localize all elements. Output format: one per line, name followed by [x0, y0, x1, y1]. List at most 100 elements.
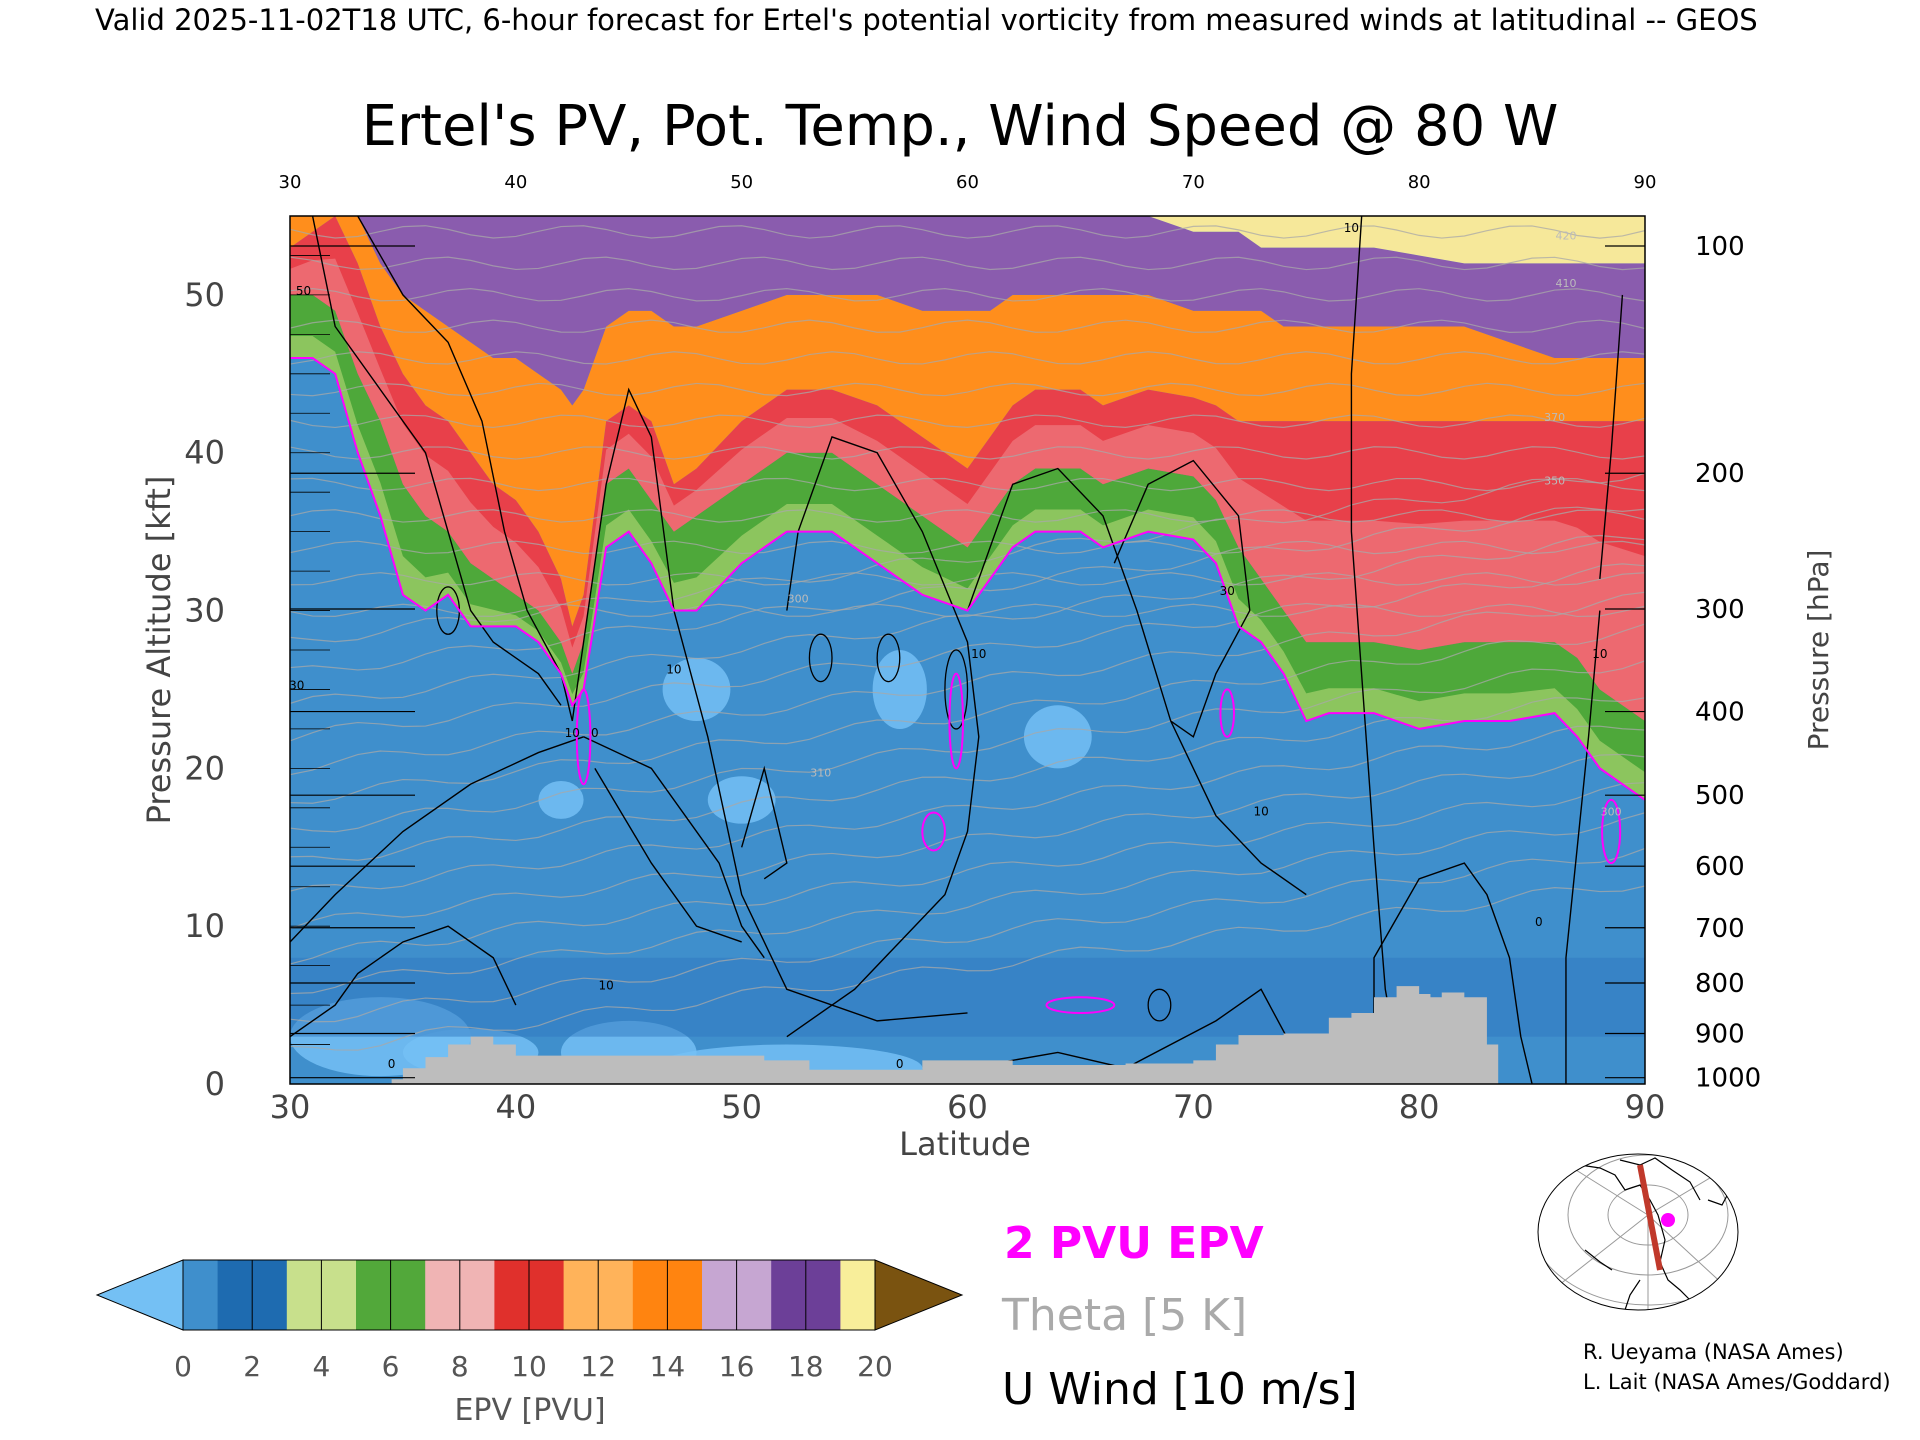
pv-2pvu-closed-contour	[1045, 996, 1116, 1014]
u-wind-contour	[1373, 862, 1533, 1084]
epv-color-bands	[290, 216, 1645, 800]
top-axis-ticks: 30 40 50 60 70 80 90	[279, 172, 1657, 193]
u-wind-contour	[1350, 216, 1398, 1053]
inset-marker	[1661, 1213, 1675, 1227]
low-pv-patch	[872, 649, 927, 729]
u-wind-contour	[290, 736, 584, 943]
colorbar-over-arrow	[874, 1259, 964, 1331]
theta-contour	[290, 351, 1645, 365]
colorbar-tick-label: 12	[580, 1350, 616, 1383]
wind-contour-label: 10	[1592, 647, 1607, 661]
colorbar-ticks: 0 2 4 6 8 10 12 14 16 18 20	[174, 1350, 893, 1383]
epv-band-12-16	[290, 216, 1645, 406]
wind-contour-label: 10	[599, 978, 614, 992]
pressure-tick-label: 100	[1695, 232, 1745, 262]
y-tick-label: 40	[184, 434, 225, 472]
top-tick-label: 30	[279, 172, 302, 193]
theta-contour	[290, 509, 1645, 523]
u-wind-contour	[594, 768, 742, 943]
theta-contour	[290, 660, 1645, 833]
theta-contour	[290, 477, 1645, 492]
u-wind-contour	[357, 216, 573, 722]
x-axis-ticks: 30 40 50 60 70 80 90	[270, 1088, 1666, 1126]
theta-contour	[290, 697, 1645, 861]
theta-contour	[290, 382, 1645, 397]
y-tick-label: 0	[205, 1065, 225, 1103]
u-wind-contour	[966, 467, 1307, 896]
x-axis-label: Latitude	[899, 1125, 1031, 1163]
colorbar-segment	[598, 1260, 634, 1330]
colorbar-tick-label: 0	[174, 1350, 192, 1383]
legend-theta: Theta [5 K]	[1001, 1290, 1247, 1341]
wind-contour-label: 30	[289, 678, 304, 692]
plot-area: 10 0 10 10 10 10 10 30 30 50 10 0 0 0 420 410 370 350 300 3…	[289, 194, 1645, 1084]
epv-band-16-20	[470, 216, 1645, 264]
inset-map	[1537, 1153, 1739, 1311]
theta-contour-label: 420	[1555, 230, 1576, 243]
colorbar-segment	[494, 1260, 530, 1330]
colorbar-segment	[805, 1260, 841, 1330]
pressure-tick-label: 500	[1695, 781, 1745, 811]
colorbar-tick-label: 8	[451, 1350, 469, 1383]
theta-contour	[290, 225, 1645, 239]
colorbar-tick-label: 10	[511, 1350, 547, 1383]
theta-contour	[290, 885, 1645, 1051]
theta-contour	[290, 725, 1645, 892]
theta-contour-label: 300	[788, 593, 809, 606]
pressure-tick-label: 700	[1695, 914, 1745, 944]
u-wind-closed-contour	[944, 649, 969, 730]
pv-2pvu-contour	[290, 357, 1645, 801]
colorbar-segment	[702, 1260, 738, 1330]
colorbar-segment	[286, 1260, 322, 1330]
theta-contour	[290, 623, 1645, 804]
wind-contour-label: 30	[1220, 584, 1235, 598]
theta-contour	[290, 572, 1645, 586]
epv-colorbar	[95, 1259, 964, 1331]
pv-2pvu-closed-contour	[575, 688, 592, 786]
surface-terrain	[290, 986, 1499, 1084]
theta-contour	[290, 753, 1645, 930]
colorbar-segment	[356, 1260, 392, 1330]
theta-contour	[290, 782, 1645, 965]
pressure-tick-label: 800	[1695, 969, 1745, 999]
wind-contour-label: 10	[1253, 805, 1268, 819]
colorbar-under-arrow	[95, 1259, 184, 1331]
wind-contour-label: 0	[1535, 915, 1543, 929]
pv-2pvu-closed-contour	[1601, 798, 1622, 865]
colorbar-segment	[529, 1260, 565, 1330]
colorbar-tick-label: 6	[382, 1350, 400, 1383]
chart-title: Ertel's PV, Pot. Temp., Wind Speed @ 80 …	[362, 94, 1559, 159]
contour-labels: 10 0 10 10 10 10 10 30 30 50 10 0 0 0 420 410 370 350 300 3…	[289, 221, 1622, 1071]
colorbar-segment	[217, 1260, 253, 1330]
valid-time-header: Valid 2025-11-02T18 UTC, 6-hour forecast…	[95, 3, 1758, 37]
u-wind-closed-contour	[808, 633, 833, 683]
u-wind-contour	[290, 925, 517, 1038]
u-wind-contour	[740, 765, 788, 880]
u-wind-contour	[1565, 610, 1601, 1084]
wind-contour-label: 0	[591, 726, 599, 740]
top-tick-label: 80	[1408, 172, 1431, 193]
pressure-tick-label: 900	[1695, 1019, 1745, 1049]
pressure-tick-label: 400	[1695, 698, 1745, 728]
colorbar-tick-label: 20	[857, 1350, 893, 1383]
u-wind-contour	[1113, 459, 1251, 738]
pressure-tick-label: 600	[1695, 852, 1745, 882]
theta-contour	[290, 194, 1645, 206]
colorbar-tick-label: 14	[650, 1350, 686, 1383]
y-tick-label: 20	[184, 749, 225, 787]
theta-contour	[290, 472, 1645, 643]
theta-contour	[290, 847, 1645, 1023]
colorbar-tick-label: 18	[788, 1350, 824, 1383]
top-tick-label: 70	[1182, 172, 1205, 193]
epv-band-8-12	[290, 216, 1645, 627]
legend-wind: U Wind [10 m/s]	[1002, 1364, 1358, 1415]
u-wind-contour	[786, 436, 980, 1038]
colorbar-label: EPV [PVU]	[454, 1393, 605, 1428]
top-tick-label: 40	[504, 172, 527, 193]
pv-2pvu-closed-contour	[1219, 688, 1235, 738]
y-tick-label: 30	[184, 592, 225, 630]
colorbar-segment	[563, 1260, 599, 1330]
pv-2pvu-closed-contour	[948, 672, 964, 770]
x-tick-label: 90	[1625, 1088, 1666, 1126]
colorbar-segment	[632, 1260, 668, 1330]
